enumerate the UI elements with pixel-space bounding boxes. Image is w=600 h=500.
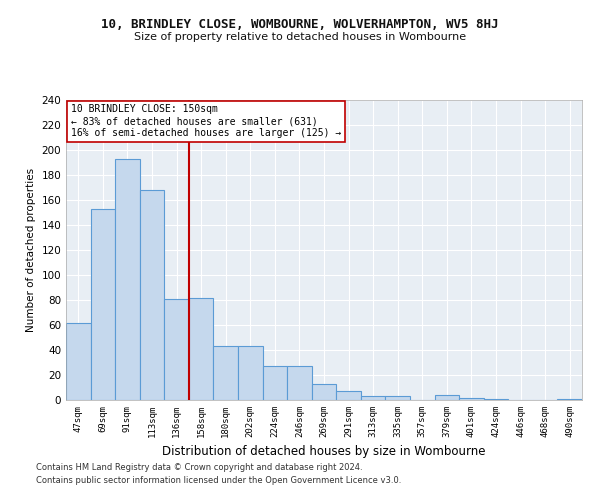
Bar [66, 322, 91, 400]
Bar [361, 396, 385, 400]
Text: Contains HM Land Registry data © Crown copyright and database right 2024.: Contains HM Land Registry data © Crown c… [36, 464, 362, 472]
Bar [312, 384, 336, 400]
Bar [336, 391, 361, 400]
Bar [385, 396, 410, 400]
Bar [557, 399, 582, 400]
Bar [164, 298, 189, 400]
Bar [238, 346, 263, 400]
Bar [459, 398, 484, 400]
Bar [140, 190, 164, 400]
Text: 10, BRINDLEY CLOSE, WOMBOURNE, WOLVERHAMPTON, WV5 8HJ: 10, BRINDLEY CLOSE, WOMBOURNE, WOLVERHAM… [101, 18, 499, 30]
Bar [287, 366, 312, 400]
Y-axis label: Number of detached properties: Number of detached properties [26, 168, 36, 332]
Text: 10 BRINDLEY CLOSE: 150sqm
← 83% of detached houses are smaller (631)
16% of semi: 10 BRINDLEY CLOSE: 150sqm ← 83% of detac… [71, 104, 341, 138]
Text: Contains public sector information licensed under the Open Government Licence v3: Contains public sector information licen… [36, 476, 401, 485]
Bar [484, 399, 508, 400]
Bar [189, 298, 214, 400]
Bar [214, 346, 238, 400]
X-axis label: Distribution of detached houses by size in Wombourne: Distribution of detached houses by size … [162, 446, 486, 458]
Text: Size of property relative to detached houses in Wombourne: Size of property relative to detached ho… [134, 32, 466, 42]
Bar [434, 395, 459, 400]
Bar [91, 209, 115, 400]
Bar [115, 159, 140, 400]
Bar [263, 366, 287, 400]
